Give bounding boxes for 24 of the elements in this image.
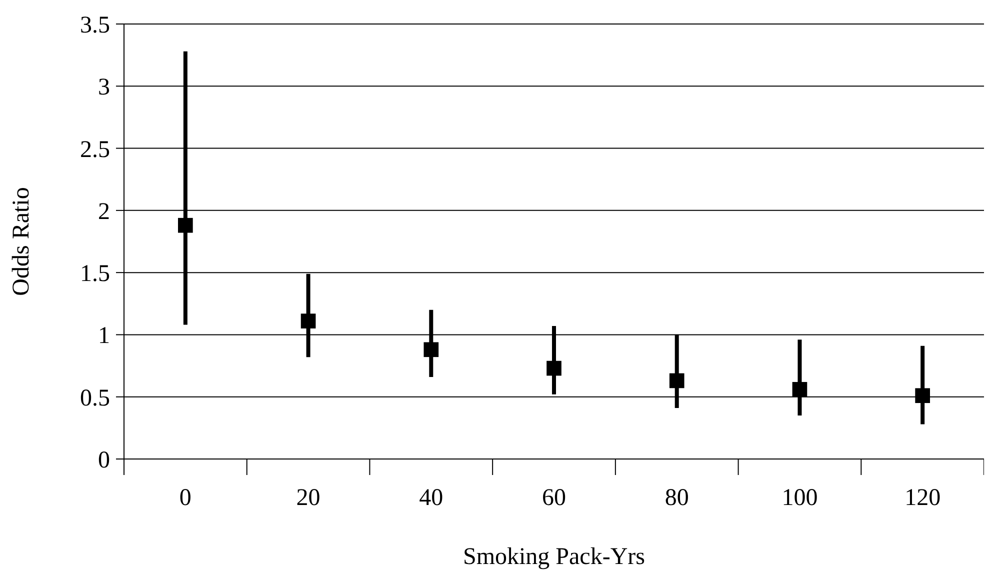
point [178, 218, 193, 233]
point [546, 360, 562, 376]
y-tick-label: 3 [98, 74, 110, 101]
y-tick-label: 2.5 [80, 136, 110, 163]
y-tick-label: 0 [98, 448, 110, 474]
point [792, 382, 808, 397]
y-tick-label: 3.5 [80, 12, 110, 39]
point [669, 373, 684, 388]
y-tick-label: 1 [98, 323, 110, 350]
point [915, 388, 930, 404]
y-tick-label: 0.5 [80, 385, 110, 412]
x-tick-label: 120 [904, 485, 941, 511]
x-tick-label: 80 [664, 485, 689, 511]
x-tick-label: 20 [296, 485, 320, 511]
x-tick-label: 60 [542, 485, 566, 511]
x-tick-label: 100 [782, 485, 818, 511]
point [300, 314, 316, 328]
x-tick-label: 40 [419, 485, 444, 511]
y-tick-label: 2 [98, 198, 110, 225]
y-tick-label: 1.5 [80, 261, 110, 288]
x-tick-label: 0 [179, 485, 192, 511]
y-axis-title: Odds Ratio [8, 187, 35, 296]
point [424, 342, 439, 358]
x-axis-title: Smoking Pack-Yrs [463, 544, 645, 570]
